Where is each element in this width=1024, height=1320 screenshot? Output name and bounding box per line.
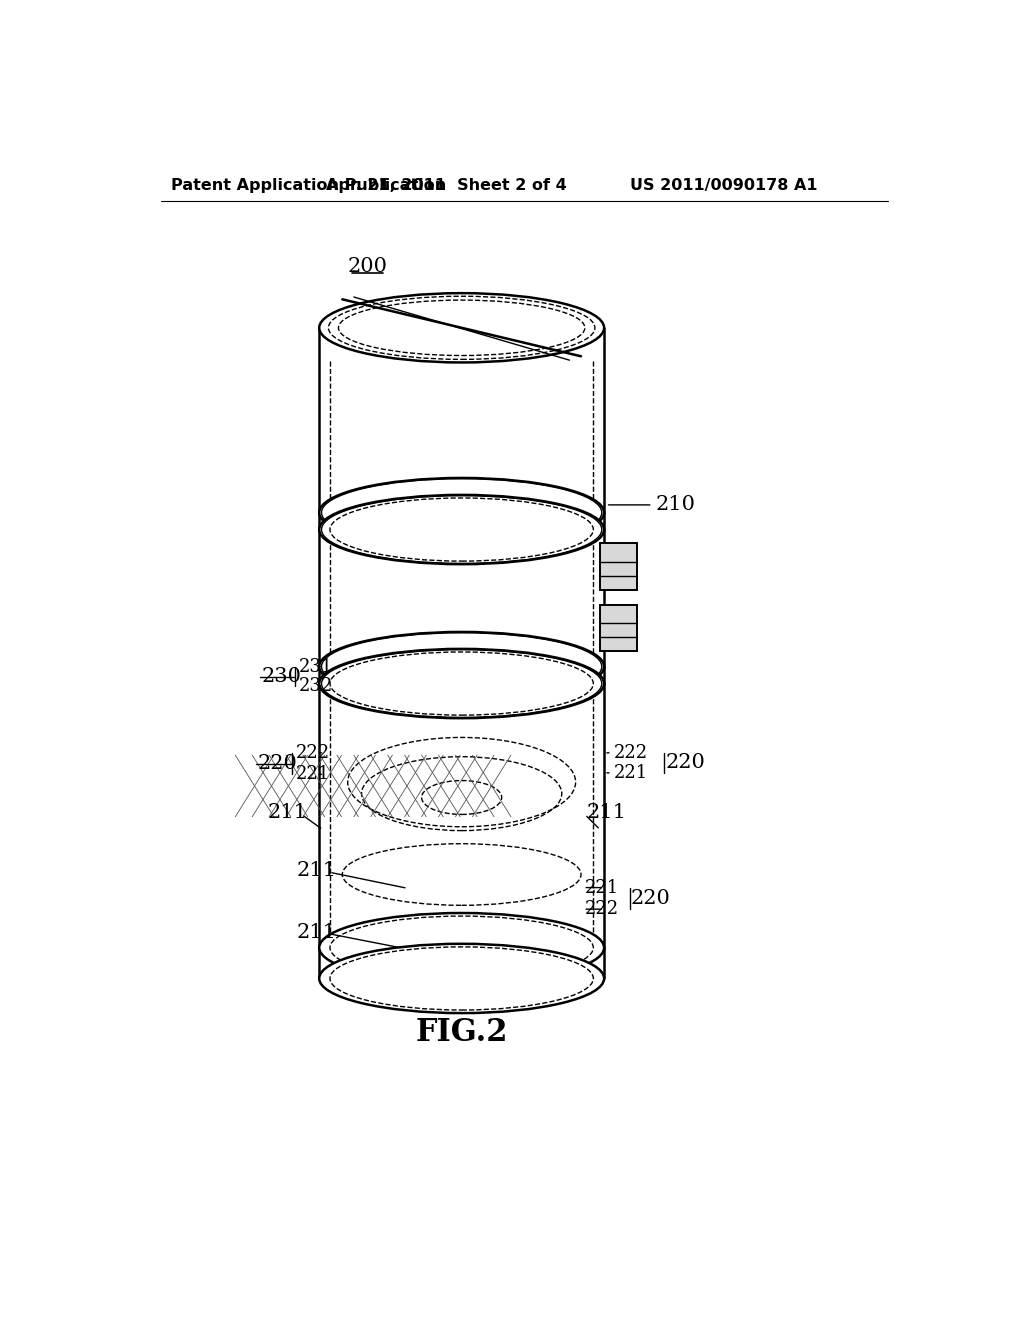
Text: 211: 211 [296, 861, 336, 880]
Text: 220: 220 [631, 888, 671, 908]
Ellipse shape [319, 913, 604, 982]
Text: 211: 211 [296, 923, 336, 941]
Text: FIG.2: FIG.2 [416, 1016, 508, 1048]
Text: 200: 200 [348, 256, 388, 276]
Ellipse shape [319, 649, 604, 718]
Text: 222: 222 [296, 744, 330, 762]
Ellipse shape [319, 495, 604, 564]
Text: 220: 220 [258, 754, 298, 774]
Text: US 2011/0090178 A1: US 2011/0090178 A1 [630, 178, 817, 193]
Text: 222: 222 [614, 744, 648, 762]
Text: Patent Application Publication: Patent Application Publication [171, 178, 445, 193]
Text: 211: 211 [267, 804, 307, 822]
Text: Apr. 21, 2011  Sheet 2 of 4: Apr. 21, 2011 Sheet 2 of 4 [326, 178, 566, 193]
Text: 230: 230 [261, 667, 301, 686]
Text: 211: 211 [587, 804, 627, 822]
Text: 231: 231 [298, 657, 333, 676]
Text: 210: 210 [655, 495, 695, 515]
Bar [600, 544, 637, 590]
Text: 220: 220 [666, 754, 706, 772]
Text: 221: 221 [614, 764, 648, 781]
Text: 221: 221 [296, 766, 331, 783]
Ellipse shape [319, 944, 604, 1014]
Ellipse shape [319, 478, 604, 548]
Text: 232: 232 [298, 677, 333, 694]
Text: 221: 221 [585, 879, 620, 896]
Ellipse shape [319, 293, 604, 363]
Ellipse shape [319, 632, 604, 701]
Text: 222: 222 [585, 900, 618, 919]
Bar [600, 605, 637, 651]
